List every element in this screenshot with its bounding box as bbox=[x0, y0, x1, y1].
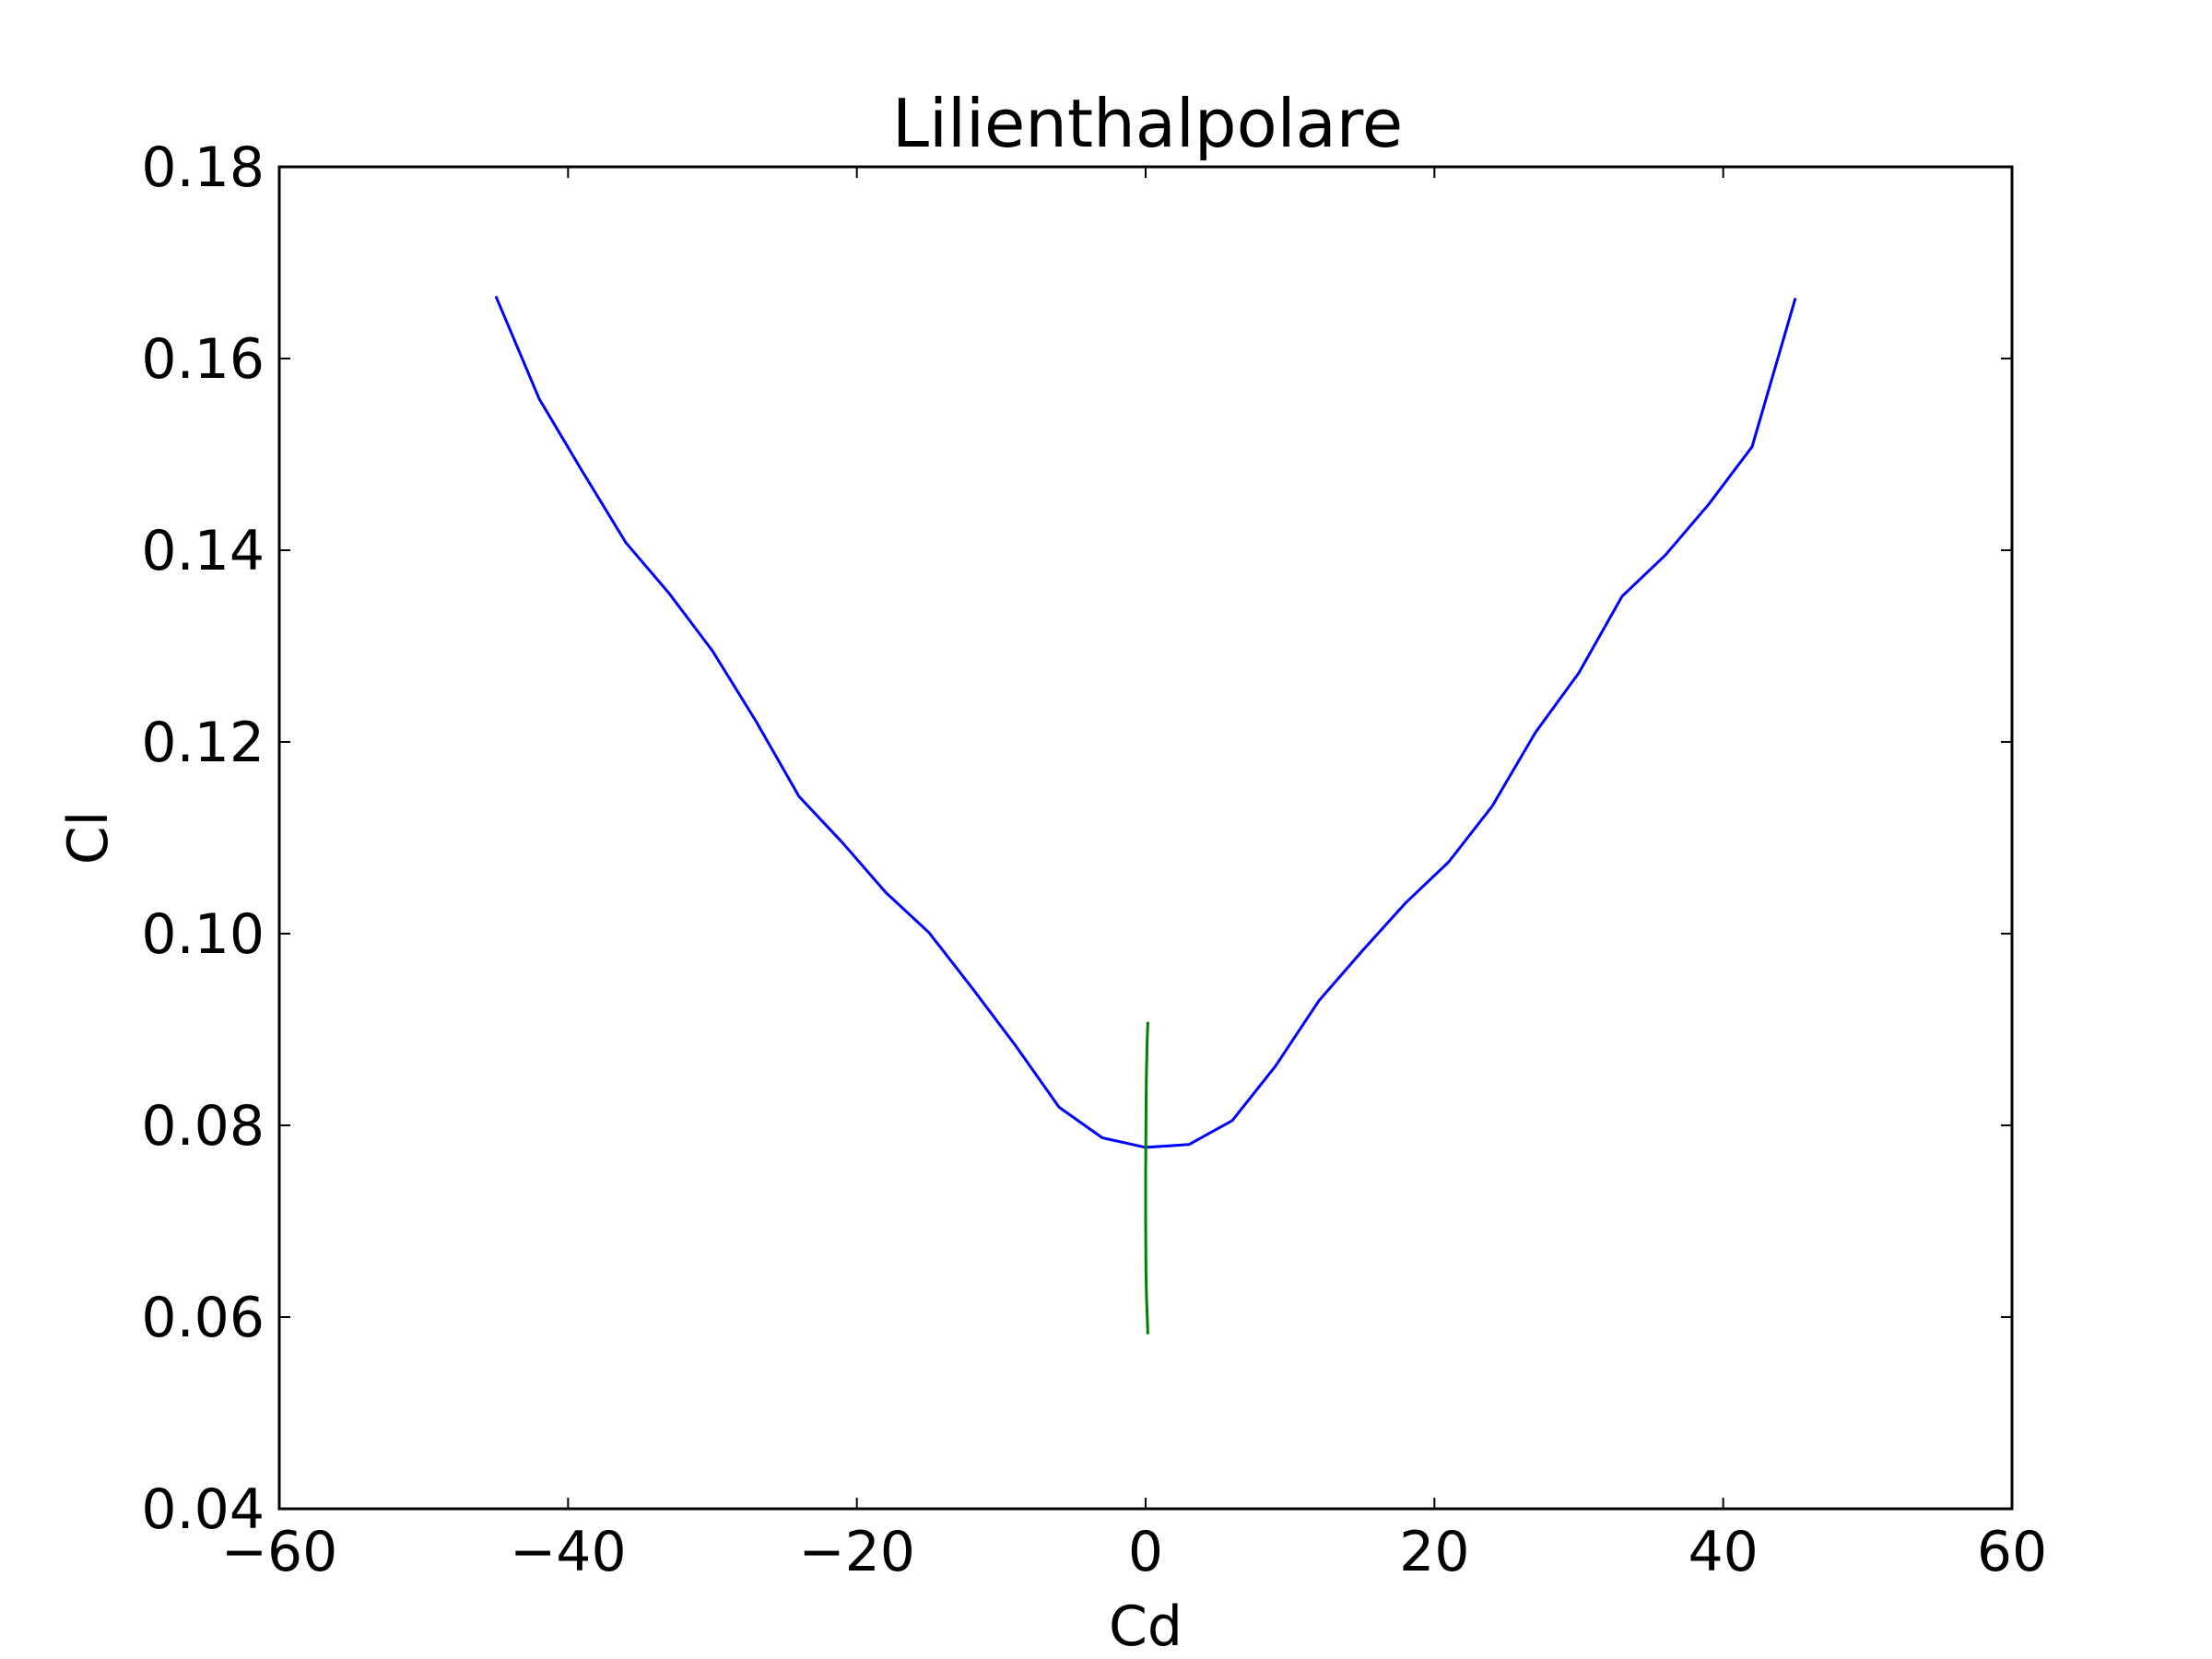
x-tick-label: 40 bbox=[1688, 1520, 1758, 1584]
y-tick-label: 0.06 bbox=[141, 1286, 265, 1350]
series-2-line bbox=[1144, 1021, 1149, 1335]
y-tick-label: 0.10 bbox=[141, 902, 265, 967]
x-tick-label: 60 bbox=[1977, 1520, 2047, 1584]
chart-title: Lilienthalpolare bbox=[892, 85, 1403, 162]
y-axis-label: Cl bbox=[56, 811, 121, 865]
x-tick-label: −60 bbox=[221, 1520, 338, 1584]
x-tick-label: 0 bbox=[1128, 1520, 1163, 1584]
x-tick-label: −20 bbox=[798, 1520, 915, 1584]
plot-layer bbox=[494, 295, 1797, 1335]
ticks-layer: −60 −40 −20 0 20 40 60 0.04 0.06 0.08 0.10 0.12 0.14… bbox=[141, 135, 2047, 1584]
x-tick-label: 20 bbox=[1399, 1520, 1469, 1584]
y-tick-label: 0.12 bbox=[141, 711, 265, 775]
x-tick-label: −40 bbox=[510, 1520, 627, 1584]
y-tick-label: 0.16 bbox=[141, 327, 265, 392]
x-axis-label: Cd bbox=[1109, 1594, 1182, 1659]
y-tick-label: 0.04 bbox=[141, 1477, 265, 1542]
y-tick-label: 0.18 bbox=[141, 135, 265, 200]
y-tick-label: 0.08 bbox=[141, 1094, 265, 1159]
y-tick-label: 0.14 bbox=[141, 519, 265, 583]
